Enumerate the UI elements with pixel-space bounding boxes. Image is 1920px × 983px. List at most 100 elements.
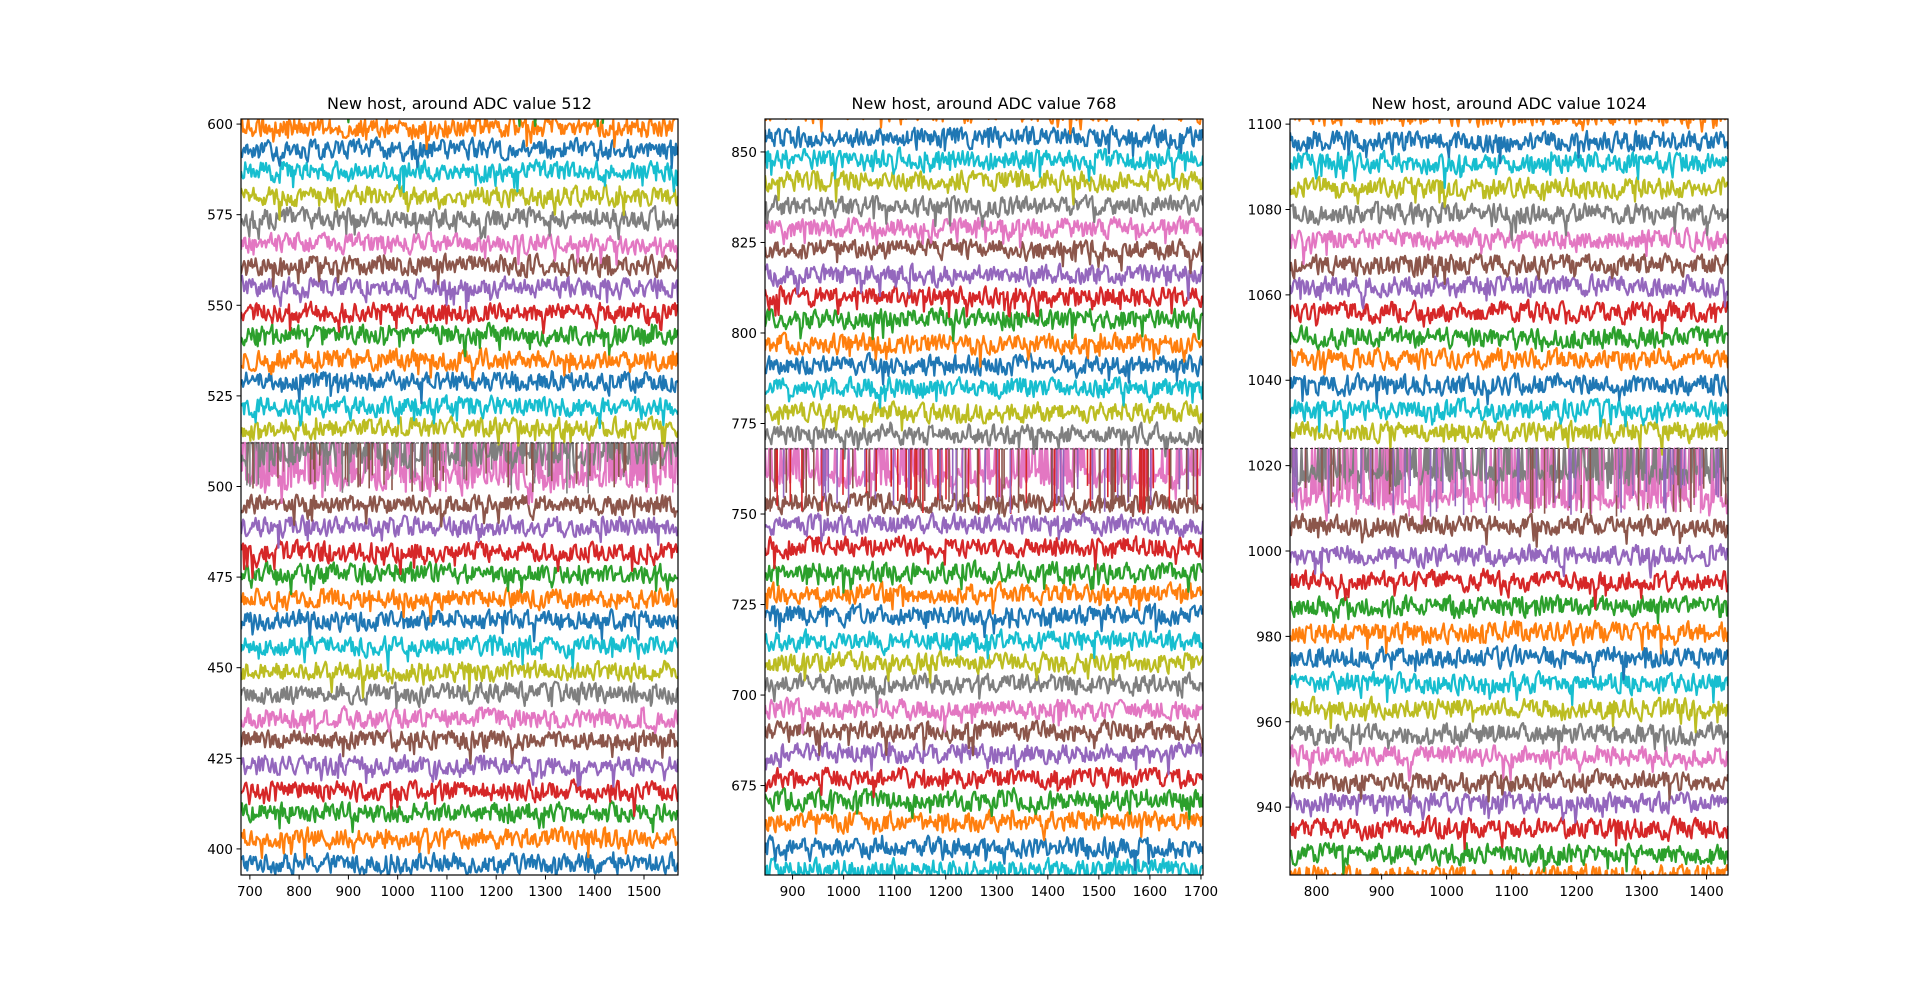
- axes-frame: [764, 118, 1204, 876]
- x-tick-label: 900: [1369, 884, 1395, 900]
- series-line-pink-567: [241, 231, 678, 268]
- series-line-red-993: [1290, 567, 1728, 610]
- series-line-brown-430: [241, 727, 678, 765]
- series-line-brown-753: [765, 490, 1203, 518]
- y-tick-label: 775: [731, 417, 757, 433]
- series-line-cyan-1091: [1290, 149, 1728, 189]
- y-tick-label: 1080: [1248, 202, 1282, 218]
- subplot-title: New host, around ADC value 768: [852, 94, 1117, 113]
- series-line-gray-1079: [1290, 200, 1728, 242]
- series-line-orange-665: [765, 808, 1203, 842]
- series-line-brown-561: [241, 252, 678, 288]
- subplot-1024: New host, around ADC value 1024 800 900 10…: [1248, 94, 1729, 900]
- series-line-gray-835: [765, 194, 1203, 228]
- series-line-olive-449: [241, 659, 678, 699]
- subplot-title: New host, around ADC value 512: [327, 94, 592, 113]
- series-line-purple-999: [1290, 543, 1728, 579]
- series-line-orange-599: [241, 119, 678, 151]
- y-tick-label: 575: [207, 208, 233, 224]
- series-line-gray-772: [765, 421, 1203, 460]
- series-line-green-929: [1290, 841, 1728, 875]
- y-tick-label: 850: [731, 145, 757, 161]
- x-tick-label: 800: [1304, 884, 1330, 900]
- series-line-cyan-1033: [1290, 396, 1728, 433]
- axes-frame: [240, 118, 679, 876]
- series-line-green-671: [765, 786, 1203, 821]
- series-line-purple-941: [1290, 790, 1728, 824]
- series-line-cyan-848: [765, 146, 1203, 182]
- series-line-orange-469: [241, 586, 678, 623]
- series-line-green-1050: [1290, 324, 1728, 353]
- series-line-pink-829: [765, 215, 1203, 249]
- y-tick-label: 500: [207, 479, 233, 495]
- series-line-blue-975: [1290, 644, 1728, 681]
- series-line-purple-555: [241, 274, 678, 311]
- plot-area: [765, 119, 1203, 875]
- series-line-gray-574: [241, 205, 678, 241]
- series-line-olive-842: [765, 169, 1203, 206]
- y-tick-label: 675: [731, 779, 757, 795]
- y-tick-label: 960: [1256, 715, 1282, 731]
- y-tick-label: 600: [207, 117, 233, 133]
- series-line-purple-684: [765, 741, 1203, 776]
- y-tick-label: 425: [207, 751, 233, 767]
- axes-frame: [1289, 118, 1729, 876]
- y-tick-label: 825: [731, 235, 757, 251]
- series-line-orange-728: [765, 580, 1203, 615]
- series-line-blue-791: [765, 351, 1203, 386]
- series-line-brown-1006: [1290, 512, 1728, 548]
- series-line-cyan-456: [241, 634, 678, 672]
- series-line-olive-963: [1290, 695, 1728, 734]
- series-line-orange-924: [1290, 863, 1728, 875]
- series-line-green-476: [241, 560, 678, 596]
- plot-area: [1290, 119, 1728, 875]
- series-line-red-810: [765, 284, 1203, 318]
- x-tick-label: 800: [286, 884, 312, 900]
- x-tick-label: 1400: [578, 884, 612, 900]
- y-tick-label: 800: [731, 326, 757, 342]
- series-line-purple-489: [241, 513, 678, 549]
- y-tick-label: 1020: [1248, 459, 1282, 475]
- series-line-red-548: [241, 300, 678, 335]
- series-line-purple-816: [765, 262, 1203, 302]
- x-tick-label: 1000: [380, 884, 414, 900]
- series-line-blue-1039: [1290, 372, 1728, 406]
- series-line-purple-423: [241, 753, 678, 788]
- y-tick-label: 980: [1256, 629, 1282, 645]
- x-tick-label: 1100: [430, 884, 464, 900]
- x-tick-label: 1500: [1082, 884, 1116, 900]
- series-line-pink-436: [241, 705, 678, 735]
- x-tick-label: 900: [336, 884, 362, 900]
- x-tick-label: 1300: [528, 884, 562, 900]
- x-tick-label: 1100: [1494, 884, 1528, 900]
- series-line-gray-957: [1290, 721, 1728, 753]
- series-line-green-987: [1290, 594, 1728, 625]
- series-line-red-416: [241, 778, 678, 817]
- series-line-orange-981: [1290, 619, 1728, 655]
- series-line-cyan-969: [1290, 670, 1728, 706]
- series-line-red-741: [765, 534, 1203, 571]
- y-tick-label: 940: [1256, 800, 1282, 816]
- x-tick-label: 1000: [1429, 884, 1463, 900]
- y-tick-label: 1060: [1248, 288, 1282, 304]
- series-line-red-935: [1290, 814, 1728, 850]
- subplot-title: New host, around ADC value 1024: [1371, 94, 1646, 113]
- subplot-512: New host, around ADC value 512 700 800 900…: [207, 94, 679, 900]
- series-line-green-542: [241, 321, 678, 358]
- x-tick-label: 900: [780, 884, 806, 900]
- series-line-olive-778: [765, 400, 1203, 432]
- x-tick-label: 1500: [627, 884, 661, 900]
- series-line-olive-1028: [1290, 418, 1728, 456]
- x-tick-label: 1000: [826, 884, 860, 900]
- series-line-orange-797: [765, 331, 1203, 368]
- y-tick-label: 750: [731, 507, 757, 523]
- series-line-purple-1062: [1290, 273, 1728, 310]
- series-line-blue-463: [241, 608, 678, 643]
- series-line-brown-690: [765, 718, 1203, 757]
- y-tick-label: 450: [207, 661, 233, 677]
- x-tick-label: 700: [237, 884, 263, 900]
- series-line-orange-1045: [1290, 346, 1728, 376]
- series-line-pink-696: [765, 696, 1203, 735]
- series-line-olive-709: [765, 649, 1203, 684]
- series-line-blue-854: [765, 124, 1203, 157]
